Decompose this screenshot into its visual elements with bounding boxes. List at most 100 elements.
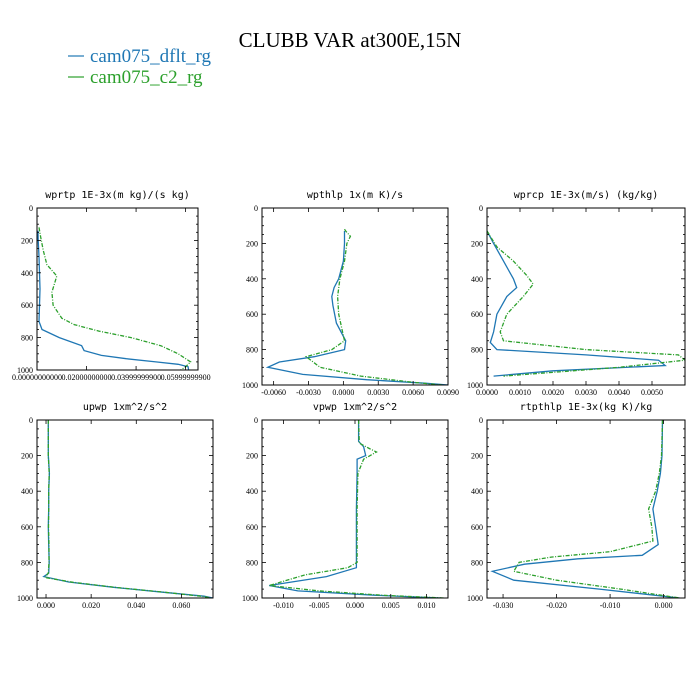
series-group	[490, 420, 680, 598]
panel-title: wpthlp 1x(m K)/s	[307, 190, 403, 201]
x-tick-label: 0.060	[172, 601, 190, 610]
x-tick-label: 0.0030	[367, 388, 389, 397]
series-group	[487, 230, 685, 377]
y-tick-label: 400	[21, 487, 33, 496]
y-tick-label: 800	[21, 558, 33, 567]
x-tick-label: 0.0000	[332, 388, 354, 397]
x-tick-label: 0.0060	[402, 388, 424, 397]
x-tick-label: 0.000	[655, 601, 673, 610]
y-tick-label: 400	[246, 275, 258, 284]
x-tick-label: -0.010	[600, 601, 621, 610]
y-tick-label: 0	[479, 416, 483, 425]
panel: wpthlp 1x(m K)/s 0 200 400 600 800 1000-0.0060…	[242, 190, 459, 397]
y-tick-label: 0	[29, 416, 33, 425]
series-group	[265, 228, 448, 385]
y-tick-label: 800	[471, 558, 483, 567]
series-group	[37, 227, 192, 370]
panel: vpwp 1xm^2/s^2 0 200 400 600 800 1000 -0.010 -0.…	[242, 402, 449, 610]
series-line	[43, 420, 211, 598]
x-tick-label: -0.0030	[296, 388, 321, 397]
panel-title: upwp 1xm^2/s^2	[83, 402, 167, 413]
x-tick-label: 0.02000000000	[62, 373, 112, 382]
x-tick-label: 0.010	[418, 601, 436, 610]
x-tick-label: 0.005	[382, 601, 400, 610]
panel-title: vpwp 1xm^2/s^2	[313, 402, 397, 413]
panels: wprtp 1E-3x(m kg)/(s kg) 0 200 400 600 800 100…	[12, 190, 686, 610]
series-line	[487, 230, 685, 377]
y-tick-label: 200	[246, 452, 258, 461]
y-tick-label: 0	[29, 204, 33, 213]
series-group	[269, 420, 445, 598]
x-tick-label: 0.00000000000	[12, 373, 62, 382]
legend-label: cam075_c2_rg	[90, 67, 203, 88]
y-tick-label: 1000	[17, 594, 33, 603]
panel: rtpthlp 1E-3x(kg K)/kg 0 200 400 600 800 1000 -…	[467, 402, 686, 610]
x-tick-label: -0.005	[309, 601, 330, 610]
x-tick-label: 0.0010	[509, 388, 531, 397]
series-line	[265, 231, 448, 385]
y-tick-label: 600	[21, 523, 33, 532]
y-tick-label: 1000	[242, 594, 258, 603]
y-tick-label: 800	[246, 346, 258, 355]
panel-title: rtpthlp 1E-3x(kg K)/kg	[520, 402, 652, 413]
plot-frame	[486, 207, 686, 386]
y-tick-label: 400	[246, 487, 258, 496]
y-tick-label: 200	[21, 452, 33, 461]
series-line	[37, 230, 190, 370]
x-tick-label: -0.0060	[261, 388, 286, 397]
x-tick-label: 0.0000	[476, 388, 498, 397]
x-tick-label: -0.010	[273, 601, 294, 610]
y-tick-label: 600	[246, 310, 258, 319]
y-tick-label: 800	[471, 346, 483, 355]
y-tick-label: 400	[471, 487, 483, 496]
y-tick-label: 1000	[242, 381, 258, 390]
x-tick-label: 0.0040	[608, 388, 630, 397]
y-tick-label: 800	[21, 334, 33, 343]
y-tick-label: 600	[246, 523, 258, 532]
legend-label: cam075_dflt_rg	[90, 46, 212, 67]
y-tick-label: 0	[479, 204, 483, 213]
y-tick-label: 1000	[467, 381, 483, 390]
y-tick-label: 200	[246, 239, 258, 248]
panel: upwp 1xm^2/s^2 0 200 400 600 800 1000 0.000 0.02…	[17, 402, 214, 610]
series-line	[269, 420, 441, 598]
y-tick-label: 0	[254, 416, 258, 425]
series-group	[42, 420, 213, 598]
y-tick-label: 800	[246, 558, 258, 567]
y-tick-label: 1000	[467, 594, 483, 603]
y-tick-label: 1000	[17, 366, 33, 375]
x-tick-label: 0.03999999900	[111, 373, 161, 382]
panel-title: wprcp 1E-3x(m/s) (kg/kg)	[514, 190, 659, 201]
y-tick-label: 400	[21, 269, 33, 278]
plot-frame	[36, 419, 214, 599]
x-tick-label: -0.020	[546, 601, 567, 610]
figure-title: CLUBB VAR at300E,15N	[239, 28, 462, 52]
x-tick-label: 0.0090	[437, 388, 459, 397]
y-tick-label: 200	[471, 239, 483, 248]
panel: wprcp 1E-3x(m/s) (kg/kg) 0 200 400 600 800 100…	[467, 190, 686, 397]
x-tick-label: 0.05999999900	[161, 373, 211, 382]
x-tick-label: 0.000	[37, 601, 55, 610]
x-tick-label: 0.020	[82, 601, 100, 610]
x-tick-label: 0.0020	[542, 388, 564, 397]
y-tick-label: 600	[471, 310, 483, 319]
series-line	[38, 227, 192, 370]
series-line	[487, 230, 667, 377]
series-line	[304, 228, 443, 385]
y-tick-label: 600	[21, 301, 33, 310]
panel: wprtp 1E-3x(m kg)/(s kg) 0 200 400 600 800 100…	[12, 190, 211, 382]
series-line	[42, 420, 213, 598]
plot-frame	[261, 419, 449, 599]
plot-frame	[261, 207, 449, 386]
x-tick-label: 0.000	[346, 601, 364, 610]
x-tick-label: 0.0050	[641, 388, 663, 397]
y-tick-label: 200	[21, 236, 33, 245]
x-tick-label: -0.030	[493, 601, 514, 610]
y-tick-label: 0	[254, 204, 258, 213]
x-tick-label: 0.0030	[575, 388, 597, 397]
y-tick-label: 200	[471, 452, 483, 461]
panel-title: wprtp 1E-3x(m kg)/(s kg)	[45, 190, 190, 201]
y-tick-label: 400	[471, 275, 483, 284]
